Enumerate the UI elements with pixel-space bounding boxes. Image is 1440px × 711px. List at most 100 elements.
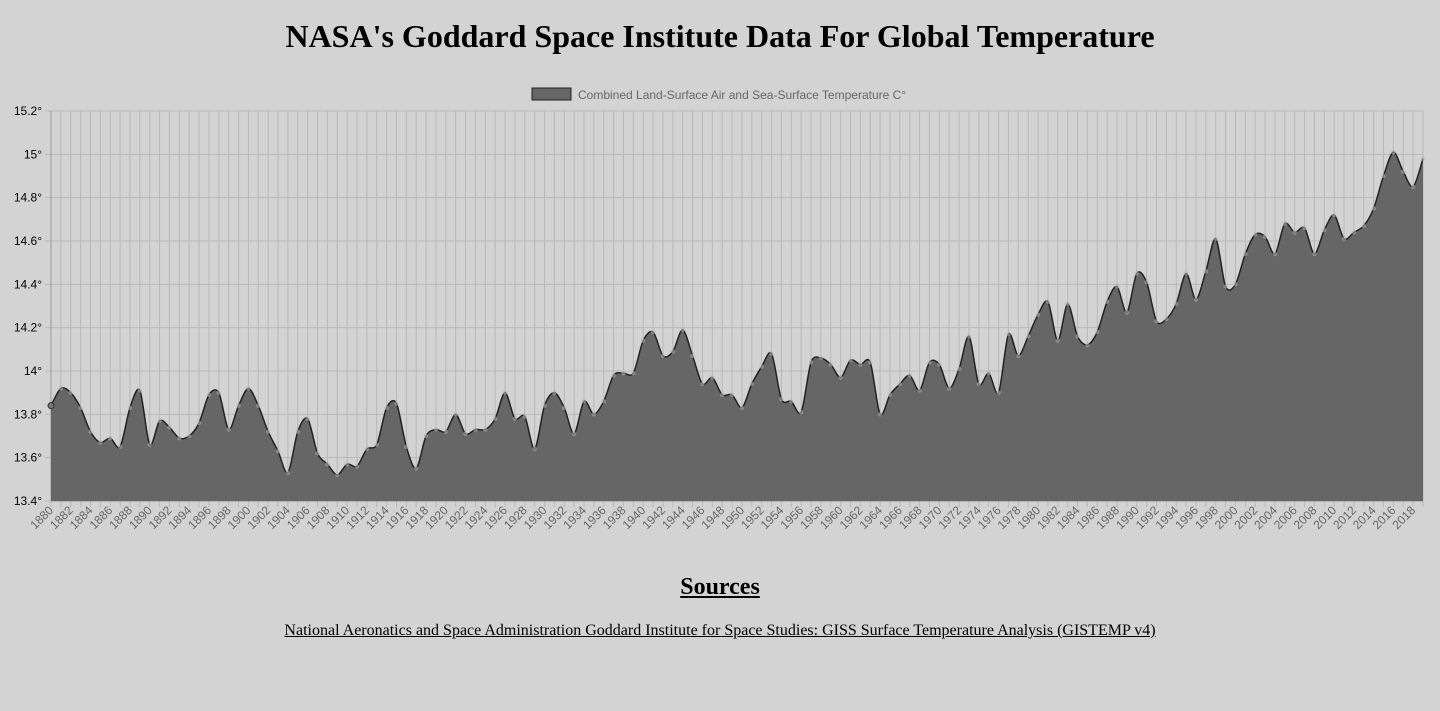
data-point[interactable] [522,414,527,419]
data-point[interactable] [1282,221,1288,226]
data-point[interactable] [512,416,518,421]
data-point[interactable] [1253,232,1258,237]
data-point[interactable] [887,392,893,398]
data-point[interactable] [374,442,379,447]
data-point[interactable] [265,429,271,434]
data-point[interactable] [956,366,962,372]
data-point[interactable] [759,364,764,369]
data-point[interactable] [344,461,350,467]
data-point[interactable] [1233,282,1238,287]
data-point[interactable] [1410,184,1416,190]
data-point[interactable] [186,433,192,439]
data-point[interactable] [1085,342,1090,348]
data-point[interactable] [1203,269,1209,274]
data-point[interactable] [1045,299,1051,304]
data-point[interactable] [1193,297,1199,302]
data-point[interactable] [492,416,498,421]
data-point[interactable] [226,427,231,432]
data-point[interactable] [601,399,606,404]
data-point[interactable] [285,470,291,476]
data-point[interactable] [443,429,449,434]
data-point[interactable] [1183,271,1189,276]
data-point[interactable] [1124,310,1130,315]
data-point[interactable] [1025,334,1031,339]
data-point[interactable] [650,329,656,335]
data-point[interactable] [838,375,843,380]
data-point[interactable] [394,401,399,406]
data-point[interactable] [1075,334,1080,339]
data-point[interactable] [463,431,468,437]
data-point[interactable] [1144,279,1149,285]
data-point[interactable] [58,386,64,391]
data-point[interactable] [848,357,853,363]
data-point[interactable] [1055,338,1060,343]
data-point[interactable] [621,370,626,376]
data-point[interactable] [1174,301,1179,307]
data-point[interactable] [483,427,488,432]
data-point[interactable] [453,412,458,417]
data-point[interactable] [384,405,389,411]
data-point[interactable] [1331,212,1337,218]
data-point[interactable] [1243,251,1248,257]
data-point[interactable] [986,370,991,376]
data-point[interactable] [177,435,182,441]
data-point[interactable] [1371,206,1376,211]
data-point[interactable] [1016,353,1021,359]
data-point[interactable] [206,392,212,398]
data-point[interactable] [1272,251,1278,257]
data-point[interactable] [1035,312,1041,317]
data-point[interactable] [749,381,755,387]
data-point[interactable] [1213,236,1218,242]
data-point[interactable] [108,435,113,441]
data-point[interactable] [1420,156,1426,161]
data-point[interactable] [1312,251,1317,257]
data-point[interactable] [641,338,646,343]
data-point[interactable] [808,360,814,365]
data-point[interactable] [729,392,735,398]
data-point[interactable] [1302,225,1307,231]
data-point[interactable] [907,373,912,378]
data-point[interactable] [976,381,982,387]
data-point[interactable] [325,461,330,467]
data-point[interactable] [1114,284,1120,289]
data-point[interactable] [354,464,360,469]
data-point[interactable] [858,362,863,367]
data-point[interactable] [256,403,261,408]
data-point[interactable] [828,362,833,367]
data-point[interactable] [167,425,172,430]
data-point[interactable] [552,390,557,395]
data-point[interactable] [542,403,547,408]
data-point[interactable] [1065,301,1070,307]
data-point[interactable] [1401,169,1406,174]
data-point[interactable] [423,433,429,439]
data-point[interactable] [571,431,577,437]
chart-legend[interactable]: Combined Land-Surface Air and Sea-Surfac… [531,87,906,102]
data-point[interactable] [897,381,903,387]
data-point[interactable] [335,472,340,478]
data-point[interactable] [404,444,409,450]
data-point[interactable] [502,390,508,395]
data-point[interactable] [670,349,676,354]
data-point[interactable] [98,440,103,445]
data-point[interactable] [779,396,784,402]
data-point[interactable] [216,390,221,395]
data-point[interactable] [937,362,942,367]
data-point[interactable] [927,360,932,365]
data-point[interactable] [1164,316,1169,322]
data-point[interactable] [532,446,537,452]
data-point[interactable] [1006,331,1011,337]
legend-swatch[interactable] [531,87,572,101]
data-point[interactable] [769,351,774,356]
data-point[interactable] [275,448,281,454]
data-point[interactable] [196,420,202,426]
data-point[interactable] [1104,299,1110,304]
data-point[interactable] [739,405,745,411]
data-point[interactable] [414,466,419,471]
data-point[interactable] [591,412,597,417]
data-point[interactable] [947,386,952,391]
data-point[interactable] [690,353,695,359]
data-point[interactable] [798,409,804,415]
data-point[interactable] [1341,236,1347,242]
data-point[interactable] [868,360,873,365]
data-point[interactable] [1322,227,1327,233]
